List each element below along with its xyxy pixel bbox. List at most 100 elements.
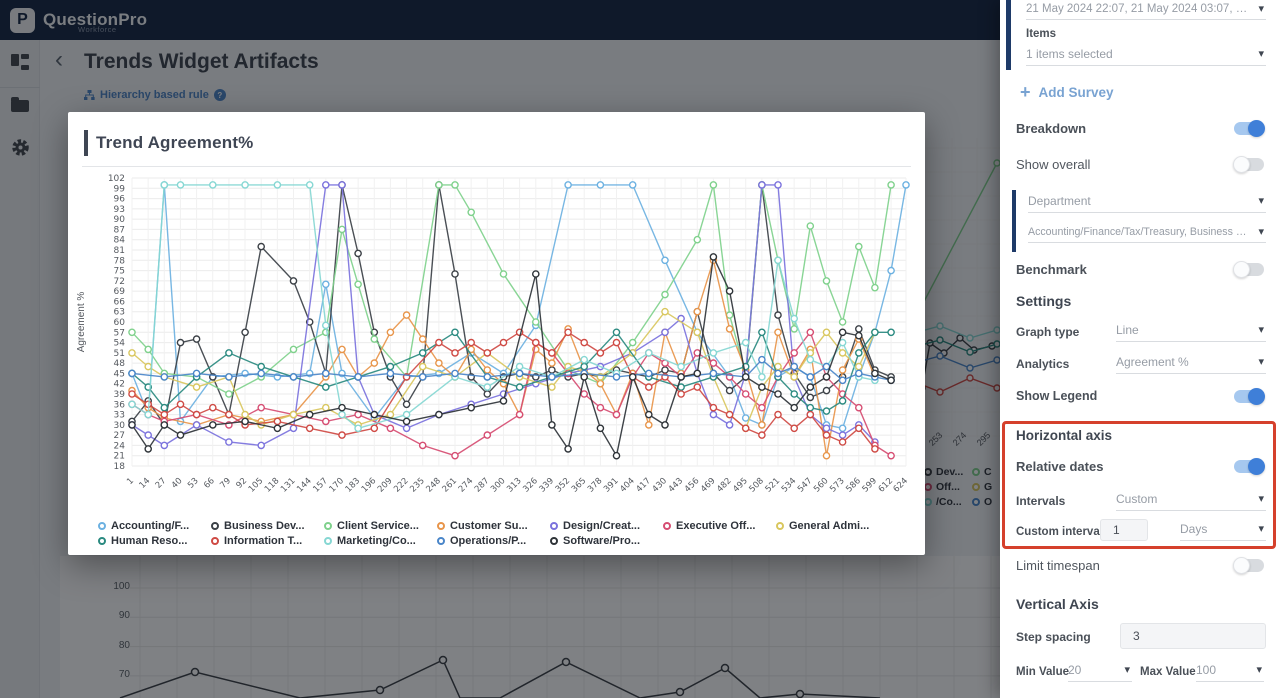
breakdown-toggle[interactable]	[1234, 120, 1265, 137]
legend-label: Business Dev...	[224, 520, 305, 532]
series-marker-icon	[550, 537, 558, 545]
legend-item[interactable]: Human Reso...	[98, 535, 211, 547]
svg-text:378: 378	[586, 476, 605, 495]
svg-text:79: 79	[218, 476, 233, 491]
svg-text:222: 222	[392, 476, 411, 495]
legend-item[interactable]: Marketing/Co...	[324, 535, 437, 547]
legend-item[interactable]: Accounting/F...	[98, 520, 211, 532]
show-overall-toggle[interactable]	[1233, 156, 1264, 173]
chevron-down-icon: ▾	[1256, 663, 1262, 676]
department-values-dropdown[interactable]: Accounting/Finance/Tax/Treasury, Busines…	[1028, 223, 1266, 243]
svg-text:48: 48	[114, 359, 126, 369]
min-value-label: Min Value	[1016, 666, 1070, 678]
legend-label: Client Service...	[337, 520, 419, 532]
intervals-label: Intervals	[1016, 494, 1066, 508]
legend-label: Software/Pro...	[563, 535, 641, 547]
legend-label: Human Reso...	[111, 535, 188, 547]
svg-text:157: 157	[311, 476, 330, 495]
svg-text:624: 624	[892, 476, 911, 495]
svg-text:482: 482	[715, 476, 734, 495]
series-marker-icon	[776, 522, 784, 530]
svg-text:573: 573	[828, 476, 847, 495]
svg-text:24: 24	[114, 441, 126, 451]
svg-text:60: 60	[114, 318, 126, 328]
svg-text:534: 534	[780, 476, 799, 495]
title-accent-bar	[84, 130, 88, 156]
svg-text:75: 75	[114, 267, 125, 277]
chart-legend: Accounting/F... Business Dev... Client Ser…	[98, 520, 904, 547]
legend-label: Information T...	[224, 535, 303, 547]
series-marker-icon	[211, 522, 219, 530]
limit-timespan-toggle[interactable]	[1233, 557, 1264, 574]
breakdown-label: Breakdown	[1016, 121, 1087, 136]
legend-label: Marketing/Co...	[337, 535, 416, 547]
svg-text:183: 183	[344, 476, 363, 495]
trend-widget-modal: Trend Agreement% 102 99 96 93 90 87 84 81 78 75 72…	[68, 112, 925, 555]
custom-intervals-unit-dropdown[interactable]: Days ▾	[1180, 519, 1266, 541]
svg-text:57: 57	[114, 328, 125, 338]
svg-text:365: 365	[570, 476, 589, 495]
svg-text:170: 170	[328, 476, 347, 495]
series-marker-icon	[437, 537, 445, 545]
survey-dates-dropdown[interactable]: 21 May 2024 22:07, 21 May 2024 03:07, 20…	[1026, 0, 1266, 20]
benchmark-toggle[interactable]	[1233, 261, 1264, 278]
svg-text:33: 33	[114, 411, 125, 421]
svg-text:54: 54	[114, 339, 126, 349]
legend-item[interactable]: Client Service...	[324, 520, 437, 532]
svg-text:261: 261	[441, 476, 460, 495]
svg-text:96: 96	[114, 195, 126, 205]
svg-text:36: 36	[114, 400, 126, 410]
svg-text:196: 196	[360, 476, 379, 495]
vertical-axis-heading: Vertical Axis	[1016, 596, 1099, 612]
svg-text:521: 521	[764, 476, 783, 495]
graph-type-dropdown[interactable]: Line ▾	[1116, 320, 1266, 342]
legend-item[interactable]: Executive Off...	[663, 520, 776, 532]
chevron-down-icon: ▾	[1124, 663, 1130, 676]
chevron-down-icon: ▾	[1258, 492, 1264, 505]
series-marker-icon	[324, 522, 332, 530]
svg-text:69: 69	[114, 287, 126, 297]
settings-sidebar: 21 May 2024 22:07, 21 May 2024 03:07, 20…	[1000, 0, 1280, 698]
department-dropdown[interactable]: Department ▾	[1028, 191, 1266, 213]
svg-text:274: 274	[457, 476, 476, 495]
svg-text:66: 66	[202, 476, 217, 491]
benchmark-label: Benchmark	[1016, 262, 1087, 277]
legend-item[interactable]: Design/Creat...	[550, 520, 663, 532]
trend-line-chart[interactable]: 1029996939087848178757269666360575451484…	[68, 170, 925, 515]
svg-text:21: 21	[114, 452, 125, 462]
svg-text:42: 42	[114, 380, 125, 390]
svg-text:209: 209	[376, 476, 395, 495]
min-value-dropdown[interactable]: 20 ▾	[1068, 660, 1132, 682]
legend-item[interactable]: Business Dev...	[211, 520, 324, 532]
intervals-dropdown[interactable]: Custom ▾	[1116, 489, 1266, 511]
legend-label: Accounting/F...	[111, 520, 190, 532]
legend-item[interactable]: Information T...	[211, 535, 324, 547]
svg-text:144: 144	[295, 476, 314, 495]
legend-item[interactable]: General Admi...	[776, 520, 889, 532]
svg-text:84: 84	[114, 236, 126, 246]
analytics-label: Analytics	[1016, 357, 1070, 371]
widget-title: Trend Agreement%	[96, 133, 254, 152]
svg-text:248: 248	[424, 476, 443, 495]
legend-item[interactable]: Operations/P...	[437, 535, 550, 547]
svg-text:1: 1	[125, 476, 136, 487]
items-dropdown[interactable]: 1 items selected ▾	[1026, 44, 1266, 66]
svg-text:102: 102	[108, 174, 125, 184]
step-spacing-input[interactable]	[1120, 623, 1266, 649]
svg-text:66: 66	[114, 297, 126, 307]
add-survey-button[interactable]: + Add Survey	[1020, 82, 1114, 102]
relative-dates-toggle[interactable]	[1234, 458, 1265, 475]
svg-text:18: 18	[114, 462, 126, 472]
svg-text:469: 469	[699, 476, 718, 495]
legend-item[interactable]: Customer Su...	[437, 520, 550, 532]
max-value-dropdown[interactable]: 100 ▾	[1196, 660, 1264, 682]
legend-label: General Admi...	[789, 520, 870, 532]
svg-text:14: 14	[138, 476, 153, 491]
show-legend-label: Show Legend	[1016, 389, 1098, 403]
analytics-dropdown[interactable]: Agreement % ▾	[1116, 352, 1266, 374]
custom-intervals-input[interactable]	[1100, 519, 1148, 541]
legend-item[interactable]: Software/Pro...	[550, 535, 663, 547]
relative-dates-label: Relative dates	[1016, 459, 1104, 474]
show-legend-toggle[interactable]	[1234, 388, 1265, 405]
